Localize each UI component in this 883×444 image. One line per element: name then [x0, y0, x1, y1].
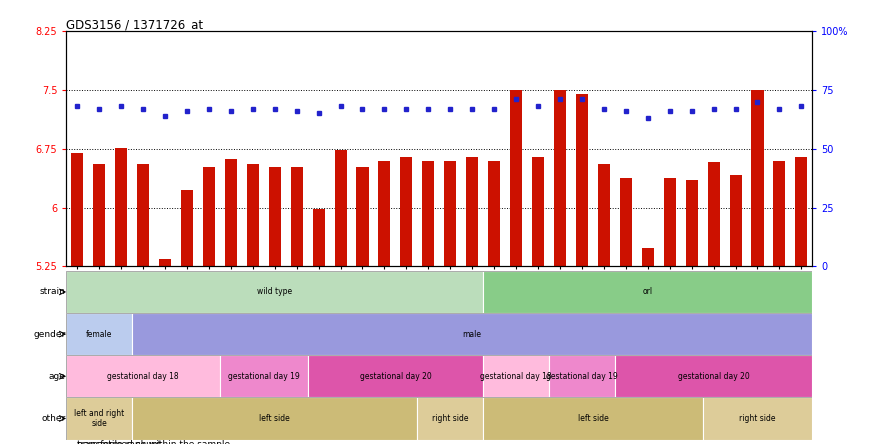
Bar [554, 90, 566, 266]
Bar [132, 397, 418, 440]
Bar [220, 355, 307, 397]
Text: age: age [49, 372, 66, 381]
Text: right side: right side [739, 414, 776, 423]
Bar [422, 161, 434, 266]
Bar [729, 174, 742, 266]
Bar [335, 150, 346, 266]
Bar [703, 397, 812, 440]
Bar [66, 397, 132, 440]
Bar [307, 355, 483, 397]
Text: gestational day 20: gestational day 20 [359, 372, 431, 381]
Bar [774, 161, 786, 266]
Text: gestational day 18: gestational day 18 [480, 372, 552, 381]
Text: other: other [42, 414, 66, 423]
Text: left side: left side [260, 414, 291, 423]
Bar [685, 180, 698, 266]
Bar [159, 258, 171, 266]
Bar [488, 161, 500, 266]
Bar [379, 161, 390, 266]
Bar [246, 164, 259, 266]
Bar [137, 164, 149, 266]
Bar [291, 167, 303, 266]
Bar [66, 355, 220, 397]
Bar [510, 90, 522, 266]
Bar [313, 209, 325, 266]
Bar [115, 148, 127, 266]
Bar [532, 157, 544, 266]
Text: percentile rank within the sample: percentile rank within the sample [77, 440, 230, 444]
Bar [751, 90, 764, 266]
Text: wild type: wild type [257, 287, 292, 297]
Bar [615, 355, 812, 397]
Bar [203, 167, 215, 266]
Text: transformed count: transformed count [77, 440, 161, 444]
Text: gestational day 19: gestational day 19 [228, 372, 299, 381]
Bar [444, 161, 457, 266]
Bar [576, 94, 588, 266]
Bar [466, 157, 479, 266]
Bar [707, 162, 720, 266]
Text: left side: left side [577, 414, 608, 423]
Bar [357, 167, 368, 266]
Bar [72, 153, 83, 266]
Bar [642, 248, 653, 266]
Bar [181, 190, 193, 266]
Text: gender: gender [34, 329, 66, 339]
Text: gestational day 20: gestational day 20 [678, 372, 750, 381]
Bar [598, 164, 610, 266]
Text: gestational day 19: gestational day 19 [546, 372, 618, 381]
Text: gestational day 18: gestational day 18 [107, 372, 179, 381]
Text: female: female [86, 329, 112, 339]
Text: orl: orl [643, 287, 653, 297]
Bar [483, 271, 812, 313]
Bar [66, 271, 483, 313]
Bar [66, 313, 132, 355]
Bar [418, 397, 483, 440]
Bar [225, 159, 237, 266]
Bar [483, 355, 549, 397]
Text: left and right
side: left and right side [74, 409, 125, 428]
Bar [664, 178, 675, 266]
Bar [93, 164, 105, 266]
Bar [620, 178, 632, 266]
Text: strain: strain [40, 287, 66, 297]
Bar [483, 397, 703, 440]
Bar [400, 157, 412, 266]
Text: right side: right side [432, 414, 469, 423]
Bar [268, 167, 281, 266]
Text: GDS3156 / 1371726_at: GDS3156 / 1371726_at [66, 18, 203, 31]
Bar [796, 157, 807, 266]
Bar [549, 355, 615, 397]
Text: male: male [463, 329, 482, 339]
